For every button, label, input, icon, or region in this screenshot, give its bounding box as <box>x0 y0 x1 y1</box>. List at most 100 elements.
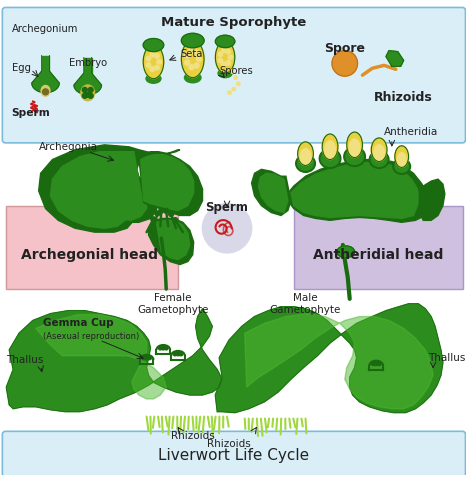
Circle shape <box>230 70 234 73</box>
Polygon shape <box>74 73 101 95</box>
FancyBboxPatch shape <box>294 205 463 289</box>
Circle shape <box>151 217 156 222</box>
Ellipse shape <box>300 149 311 165</box>
Circle shape <box>371 361 375 366</box>
Circle shape <box>146 63 151 67</box>
Polygon shape <box>291 163 419 218</box>
Polygon shape <box>286 159 429 222</box>
FancyBboxPatch shape <box>2 8 465 143</box>
Polygon shape <box>258 173 288 213</box>
Circle shape <box>164 208 169 213</box>
Ellipse shape <box>395 146 409 168</box>
Text: Archegonia: Archegonia <box>39 142 98 152</box>
Circle shape <box>184 60 190 65</box>
Ellipse shape <box>143 38 164 51</box>
Ellipse shape <box>182 33 204 48</box>
Ellipse shape <box>344 147 365 167</box>
Circle shape <box>222 62 226 66</box>
Text: Rhizoids: Rhizoids <box>171 431 215 441</box>
Polygon shape <box>386 50 404 66</box>
Circle shape <box>82 93 87 98</box>
Ellipse shape <box>296 155 315 172</box>
Ellipse shape <box>321 151 339 167</box>
Circle shape <box>196 57 201 61</box>
Circle shape <box>88 87 93 92</box>
Ellipse shape <box>182 40 204 78</box>
Circle shape <box>85 92 90 97</box>
Ellipse shape <box>298 156 313 170</box>
Ellipse shape <box>347 132 363 157</box>
Circle shape <box>202 204 252 253</box>
Polygon shape <box>141 155 194 211</box>
Ellipse shape <box>184 72 201 83</box>
Circle shape <box>179 352 183 356</box>
Circle shape <box>146 56 151 61</box>
Circle shape <box>237 82 240 85</box>
Text: Mature Sporophyte: Mature Sporophyte <box>161 16 307 29</box>
Polygon shape <box>42 56 49 71</box>
Polygon shape <box>36 314 166 399</box>
Text: Liverwort Life Cycle: Liverwort Life Cycle <box>158 448 310 463</box>
Text: Antheridia: Antheridia <box>384 127 438 137</box>
Polygon shape <box>252 169 291 216</box>
FancyBboxPatch shape <box>2 432 465 479</box>
Polygon shape <box>419 179 445 220</box>
Circle shape <box>43 89 48 95</box>
Ellipse shape <box>393 158 410 174</box>
Ellipse shape <box>215 35 235 48</box>
Circle shape <box>155 65 159 70</box>
Circle shape <box>194 63 199 68</box>
Text: Female
Gametophyte: Female Gametophyte <box>137 293 209 315</box>
Circle shape <box>155 211 160 216</box>
Circle shape <box>158 346 162 350</box>
Text: Rhizoids: Rhizoids <box>374 91 433 104</box>
Text: Gemma Cup: Gemma Cup <box>43 318 113 328</box>
Circle shape <box>332 50 357 76</box>
Polygon shape <box>148 218 194 264</box>
Polygon shape <box>39 145 180 232</box>
Circle shape <box>161 346 165 350</box>
Ellipse shape <box>369 151 389 168</box>
Text: Antheridial head: Antheridial head <box>313 248 443 262</box>
Text: Archegonial head: Archegonial head <box>21 248 158 262</box>
Circle shape <box>173 352 177 356</box>
Ellipse shape <box>218 69 232 78</box>
Circle shape <box>145 356 148 360</box>
Ellipse shape <box>349 139 360 156</box>
Ellipse shape <box>371 138 387 161</box>
Circle shape <box>228 55 233 60</box>
Circle shape <box>159 208 164 213</box>
Circle shape <box>232 87 236 91</box>
Text: Spores: Spores <box>219 66 253 76</box>
Ellipse shape <box>346 149 364 165</box>
Circle shape <box>218 52 222 57</box>
Circle shape <box>150 52 155 57</box>
Ellipse shape <box>215 41 235 73</box>
Circle shape <box>184 53 190 58</box>
Ellipse shape <box>371 153 387 167</box>
Polygon shape <box>84 58 91 73</box>
Circle shape <box>234 76 237 79</box>
Ellipse shape <box>319 149 341 168</box>
Ellipse shape <box>397 153 406 167</box>
Ellipse shape <box>395 160 409 172</box>
Polygon shape <box>215 304 443 413</box>
Circle shape <box>374 361 378 366</box>
Circle shape <box>164 346 168 350</box>
Ellipse shape <box>298 142 313 166</box>
Circle shape <box>228 91 231 95</box>
Text: Egg: Egg <box>12 63 31 73</box>
Text: Sperm: Sperm <box>11 108 50 118</box>
Circle shape <box>226 60 230 65</box>
Ellipse shape <box>322 134 338 159</box>
Circle shape <box>147 356 152 360</box>
Text: Thallus: Thallus <box>428 353 465 363</box>
Circle shape <box>189 48 194 54</box>
Polygon shape <box>50 152 146 228</box>
Ellipse shape <box>143 45 164 79</box>
Text: Spore: Spore <box>324 42 365 55</box>
Circle shape <box>226 49 230 54</box>
Ellipse shape <box>337 246 355 258</box>
Circle shape <box>189 64 194 70</box>
Text: Male
Gametophyte: Male Gametophyte <box>270 293 341 315</box>
